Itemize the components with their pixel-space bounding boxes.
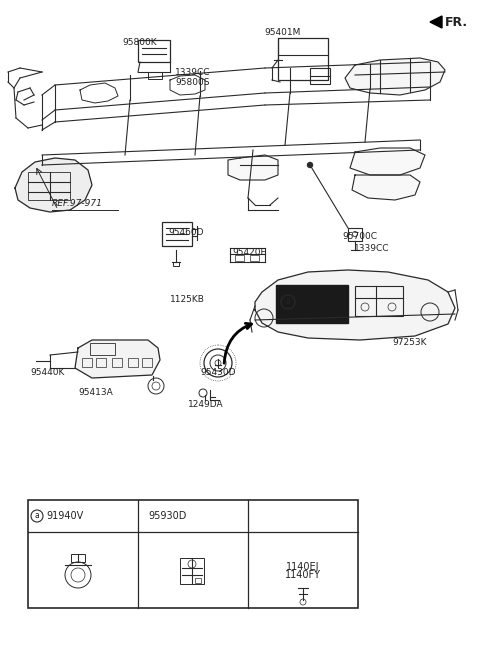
Bar [355,286,403,316]
Polygon shape [255,270,455,340]
Polygon shape [15,158,92,212]
Text: 95430D: 95430D [200,368,236,377]
Polygon shape [350,148,425,175]
Text: 1339CC: 1339CC [354,244,389,253]
Polygon shape [345,58,445,95]
Text: 95930D: 95930D [148,511,186,521]
Bar [28,500,358,608]
Text: 95800S: 95800S [175,78,209,87]
Text: 95420F: 95420F [232,248,265,257]
Text: a: a [286,297,290,306]
Text: 95460D: 95460D [168,228,204,237]
Text: 95401M: 95401M [264,28,300,37]
Bar [28,172,70,200]
Bar [195,578,201,583]
Bar [112,358,122,367]
Bar [180,558,204,584]
Polygon shape [430,16,442,28]
Text: 95413A: 95413A [78,388,113,397]
Bar [142,358,152,367]
Text: 1140FY: 1140FY [285,570,321,580]
Text: 97253K: 97253K [392,338,427,347]
Bar [96,358,106,367]
Text: 95440K: 95440K [30,368,64,377]
Text: 95800K: 95800K [122,38,156,47]
Bar [173,262,179,266]
Bar [90,343,115,355]
Bar [310,68,330,84]
Bar [128,358,138,367]
Text: 1140EJ: 1140EJ [286,562,320,572]
Text: 91940V: 91940V [46,511,83,521]
Bar [278,38,328,80]
Bar [276,285,348,323]
Text: 95700C: 95700C [342,232,377,241]
Polygon shape [75,340,160,378]
Bar [148,72,162,79]
Polygon shape [352,175,420,200]
Text: 1249DA: 1249DA [188,400,224,409]
Text: FR.: FR. [445,16,468,29]
Bar [250,255,259,261]
Text: 1125KB: 1125KB [170,295,205,304]
Text: 1339CC: 1339CC [175,68,211,77]
Bar [162,222,192,246]
Bar [138,40,170,62]
Bar [348,228,362,241]
Bar [235,255,244,261]
Circle shape [308,162,312,167]
Bar [82,358,92,367]
Polygon shape [228,155,278,180]
Text: a: a [35,511,39,520]
Bar [71,554,85,562]
Text: REF.97-971: REF.97-971 [52,199,103,208]
